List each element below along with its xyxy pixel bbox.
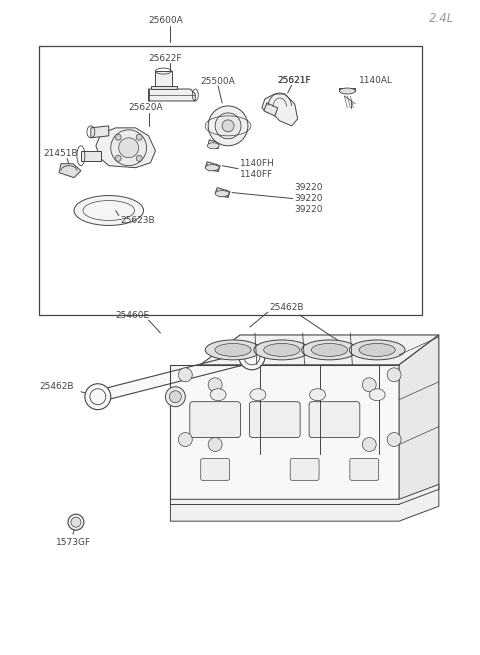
Ellipse shape [239, 344, 265, 370]
Ellipse shape [250, 388, 266, 401]
Polygon shape [170, 365, 399, 504]
FancyBboxPatch shape [350, 458, 379, 480]
Ellipse shape [359, 343, 396, 356]
Ellipse shape [349, 340, 405, 360]
Ellipse shape [166, 386, 185, 407]
Polygon shape [200, 335, 439, 365]
Ellipse shape [387, 368, 401, 382]
Text: 25460E: 25460E [116, 310, 150, 320]
Ellipse shape [68, 514, 84, 530]
Polygon shape [91, 126, 109, 138]
Polygon shape [339, 88, 355, 91]
Bar [39, 47, 422, 315]
Text: 25620A: 25620A [129, 103, 163, 113]
Text: 25462B: 25462B [270, 303, 304, 312]
Ellipse shape [339, 88, 355, 94]
Ellipse shape [74, 196, 144, 225]
FancyBboxPatch shape [309, 402, 360, 438]
Polygon shape [96, 128, 156, 168]
Ellipse shape [179, 432, 192, 447]
Polygon shape [208, 140, 219, 149]
Ellipse shape [71, 517, 81, 527]
Text: 39220: 39220 [295, 194, 323, 203]
Polygon shape [96, 351, 252, 403]
Polygon shape [156, 71, 172, 89]
Ellipse shape [210, 388, 226, 401]
Ellipse shape [215, 191, 229, 196]
FancyBboxPatch shape [190, 402, 240, 438]
Ellipse shape [215, 343, 251, 356]
FancyBboxPatch shape [250, 402, 300, 438]
Ellipse shape [207, 143, 219, 149]
Ellipse shape [222, 120, 234, 132]
Ellipse shape [264, 343, 300, 356]
Text: 39220: 39220 [295, 183, 323, 192]
Ellipse shape [208, 106, 248, 146]
Text: 1140FF: 1140FF [240, 170, 273, 179]
Text: 21451B: 21451B [43, 149, 78, 159]
Ellipse shape [115, 155, 121, 161]
Ellipse shape [115, 134, 121, 140]
Polygon shape [148, 89, 195, 101]
Ellipse shape [169, 391, 181, 403]
Polygon shape [151, 86, 178, 89]
Ellipse shape [254, 340, 310, 360]
Ellipse shape [301, 340, 357, 360]
Ellipse shape [310, 388, 325, 401]
Ellipse shape [111, 130, 146, 166]
Polygon shape [264, 103, 278, 116]
Text: 25500A: 25500A [200, 77, 235, 86]
Ellipse shape [387, 432, 401, 447]
Text: 1140AL: 1140AL [360, 75, 393, 84]
Ellipse shape [119, 138, 139, 158]
Polygon shape [262, 94, 298, 126]
Text: 25623B: 25623B [120, 216, 156, 225]
Ellipse shape [208, 378, 222, 392]
Ellipse shape [205, 164, 219, 171]
Ellipse shape [312, 343, 348, 356]
Ellipse shape [136, 155, 142, 161]
Text: 25622F: 25622F [148, 54, 182, 63]
Ellipse shape [179, 368, 192, 382]
Text: 25621F: 25621F [278, 75, 312, 84]
Text: 1573GF: 1573GF [56, 538, 91, 546]
Text: 25462B: 25462B [39, 383, 73, 391]
Ellipse shape [85, 384, 111, 409]
Ellipse shape [247, 351, 257, 363]
Ellipse shape [369, 388, 385, 401]
Text: 25600A: 25600A [148, 16, 183, 25]
Text: 39220: 39220 [295, 205, 323, 214]
Polygon shape [59, 164, 81, 178]
Ellipse shape [136, 134, 142, 140]
Text: 25621F: 25621F [278, 75, 312, 84]
Ellipse shape [208, 438, 222, 451]
Ellipse shape [205, 340, 261, 360]
FancyBboxPatch shape [290, 458, 319, 480]
Ellipse shape [362, 438, 376, 451]
Ellipse shape [362, 378, 376, 392]
Polygon shape [170, 484, 439, 521]
Polygon shape [205, 162, 220, 172]
Text: 2.4L: 2.4L [429, 12, 454, 25]
Text: 1140FH: 1140FH [240, 159, 275, 168]
Polygon shape [81, 151, 101, 160]
Polygon shape [399, 335, 439, 519]
Polygon shape [215, 187, 230, 198]
FancyBboxPatch shape [201, 458, 229, 480]
Ellipse shape [215, 113, 241, 139]
